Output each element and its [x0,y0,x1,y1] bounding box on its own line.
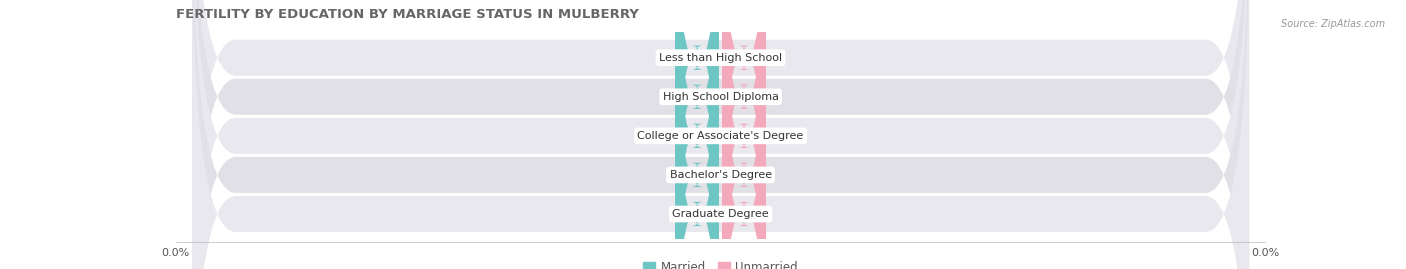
FancyBboxPatch shape [193,0,1249,269]
Text: 0.0%: 0.0% [730,209,758,219]
Text: 0.0%: 0.0% [730,92,758,102]
Text: 0.0%: 0.0% [683,209,711,219]
Text: 0.0%: 0.0% [730,131,758,141]
Text: Graduate Degree: Graduate Degree [672,209,769,219]
Text: 0.0%: 0.0% [683,92,711,102]
FancyBboxPatch shape [193,0,1249,269]
Text: High School Diploma: High School Diploma [662,92,779,102]
FancyBboxPatch shape [723,0,766,269]
Text: Source: ZipAtlas.com: Source: ZipAtlas.com [1281,19,1385,29]
Text: 0.0%: 0.0% [683,53,711,63]
FancyBboxPatch shape [193,0,1249,269]
Text: Bachelor's Degree: Bachelor's Degree [669,170,772,180]
FancyBboxPatch shape [675,0,718,241]
FancyBboxPatch shape [723,31,766,269]
Text: 0.0%: 0.0% [683,170,711,180]
Text: Less than High School: Less than High School [659,53,782,63]
FancyBboxPatch shape [193,0,1249,269]
FancyBboxPatch shape [675,0,718,269]
Text: 0.0%: 0.0% [683,131,711,141]
FancyBboxPatch shape [675,0,718,269]
FancyBboxPatch shape [723,0,766,241]
FancyBboxPatch shape [193,0,1249,269]
Legend: Married, Unmarried: Married, Unmarried [638,257,803,269]
Text: FERTILITY BY EDUCATION BY MARRIAGE STATUS IN MULBERRY: FERTILITY BY EDUCATION BY MARRIAGE STATU… [176,8,638,22]
Text: 0.0%: 0.0% [730,53,758,63]
Text: College or Associate's Degree: College or Associate's Degree [637,131,804,141]
Text: 0.0%: 0.0% [730,170,758,180]
FancyBboxPatch shape [675,31,718,269]
FancyBboxPatch shape [723,0,766,269]
FancyBboxPatch shape [675,0,718,269]
FancyBboxPatch shape [723,0,766,269]
